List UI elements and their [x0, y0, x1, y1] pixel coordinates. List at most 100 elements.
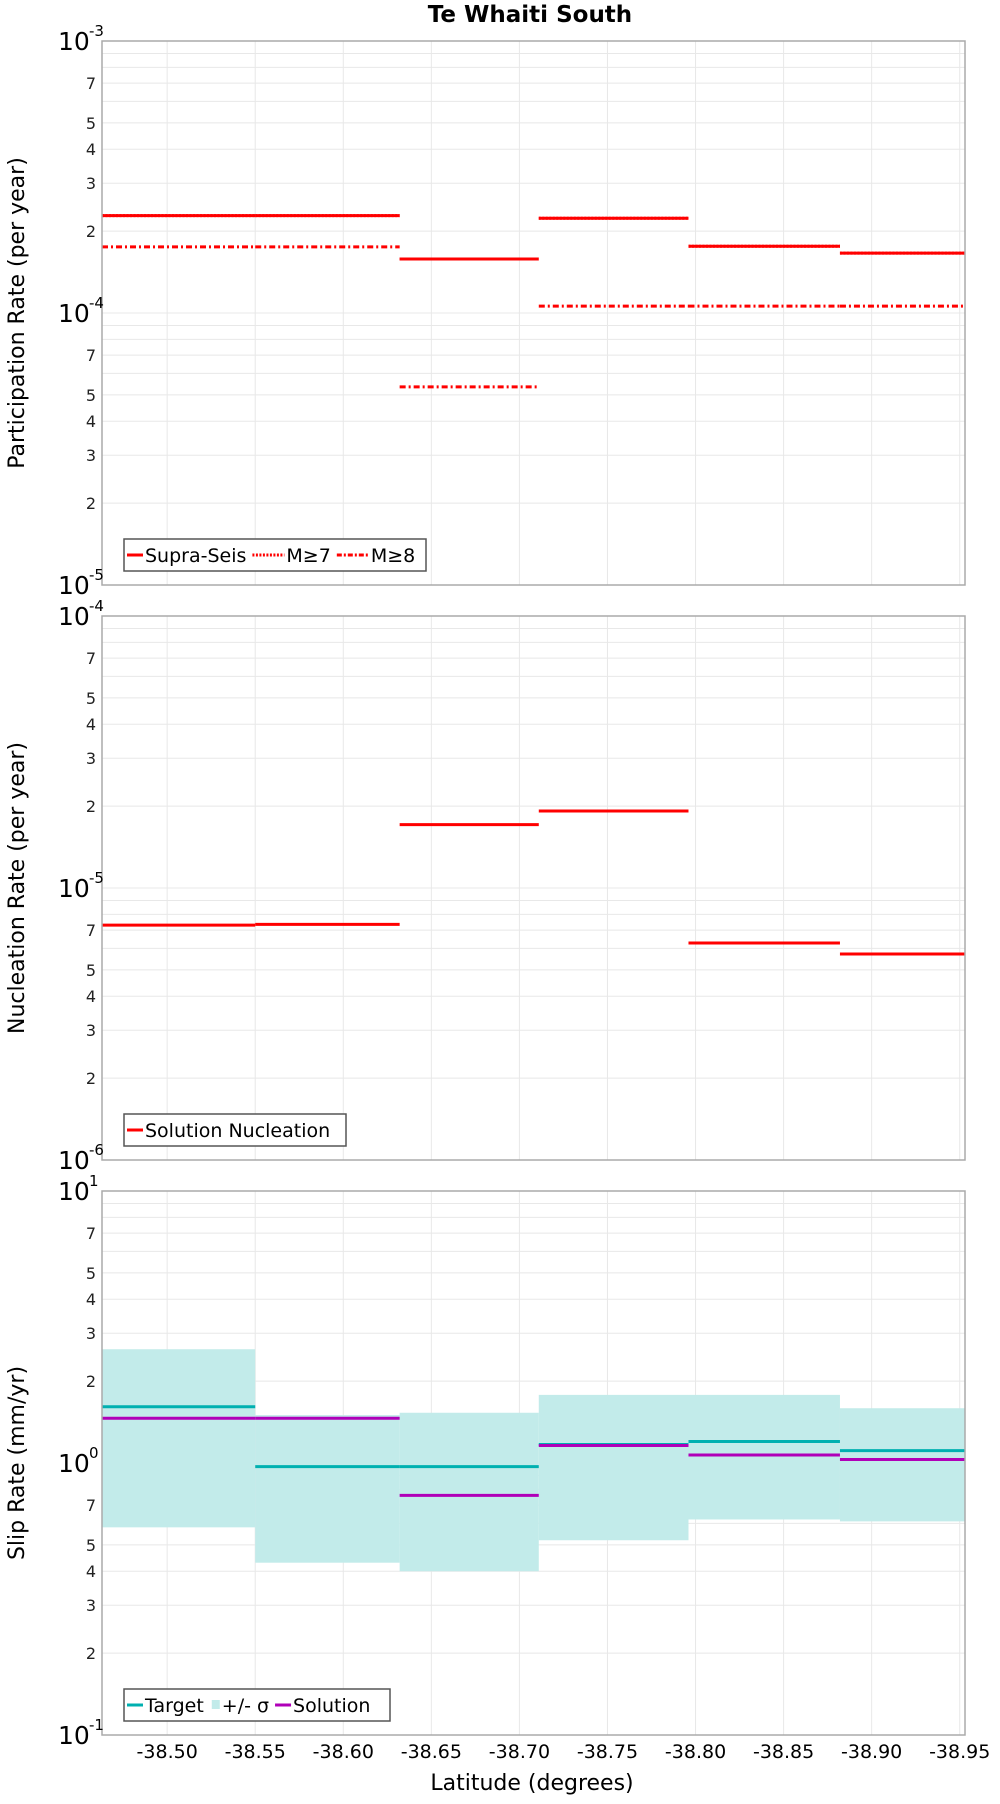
y-tick-label: 3	[86, 174, 96, 193]
y-tick-label: 7	[86, 346, 96, 365]
y-axis-label: Nucleation Rate (per year)	[5, 742, 30, 1034]
y-major-tick-exponent: -5	[89, 869, 104, 887]
y-tick-label: 2	[86, 494, 96, 513]
legend-label: Solution	[293, 1695, 370, 1717]
sigma-band-segment	[102, 1349, 256, 1528]
y-major-tick-exponent: -1	[89, 1716, 104, 1734]
y-tick-label: 5	[86, 114, 96, 133]
x-tick-label: -38.80	[665, 1741, 726, 1763]
y-major-tick-exponent: -3	[89, 22, 104, 40]
sigma-band-segment	[839, 1408, 965, 1522]
x-tick-label: -38.95	[929, 1741, 990, 1763]
y-tick-label: 4	[86, 987, 96, 1006]
y-tick-label: 2	[86, 1644, 96, 1663]
y-tick-label: 7	[86, 921, 96, 940]
y-major-tick-exponent: -6	[89, 1141, 104, 1159]
y-tick-label: 7	[86, 649, 96, 668]
legend-label: M≥7	[286, 545, 330, 567]
plot-frame	[101, 615, 966, 1161]
legend-swatch-band	[211, 1700, 220, 1709]
y-major-tick-label: 10	[58, 1449, 90, 1478]
y-tick-label: 3	[86, 1021, 96, 1040]
series	[102, 214, 965, 389]
x-tick-label: -38.55	[225, 1741, 286, 1763]
y-tick-label: 5	[86, 961, 96, 980]
y-tick-label: 7	[86, 1496, 96, 1515]
y-major-tick-exponent: 1	[89, 1172, 99, 1190]
x-tick-label: -38.70	[489, 1741, 550, 1763]
x-tick-label: -38.65	[401, 1741, 462, 1763]
y-major-tick-label: 10	[58, 602, 90, 631]
legend-label: Supra-Seis	[145, 545, 246, 567]
y-major-tick-exponent: -5	[89, 566, 104, 584]
y-tick-label: 4	[86, 715, 96, 734]
y-major-tick-label: 10	[58, 874, 90, 903]
y-tick-label: 4	[86, 412, 96, 431]
legend-label: M≥8	[371, 545, 415, 567]
y-major-tick-exponent: 0	[89, 1444, 99, 1462]
y-axis-label: Slip Rate (mm/yr)	[5, 1366, 30, 1560]
x-axis: -38.50 -38.55 -38.60 -38.65 -38.70 -38.75 -38.…	[137, 1741, 991, 1763]
series	[102, 1349, 965, 1572]
plot-frame	[101, 40, 966, 586]
y-tick-label: 3	[86, 749, 96, 768]
y-major-tick-exponent: -4	[89, 294, 104, 312]
grid	[102, 616, 965, 1161]
legend-box	[123, 1688, 391, 1722]
y-axis-label: Participation Rate (per year)	[5, 157, 30, 469]
legend: Target +/- σ Solution	[123, 1688, 391, 1722]
sigma-band-segment	[688, 1394, 840, 1520]
y-major-tick-label: 10	[58, 571, 90, 600]
y-major-tick-label: 10	[58, 1721, 90, 1750]
y-tick-label: 3	[86, 446, 96, 465]
x-axis-label: Latitude (degrees)	[430, 1771, 633, 1796]
sigma-band-segment	[538, 1394, 689, 1541]
y-major-tick-label: 10	[58, 1146, 90, 1175]
y-tick-label: 5	[86, 689, 96, 708]
legend-label: Solution Nucleation	[145, 1120, 330, 1142]
y-tick-label: 2	[86, 222, 96, 241]
plot-frame	[101, 1190, 966, 1736]
y-tick-label: 7	[86, 1224, 96, 1243]
x-tick-label: -38.60	[313, 1741, 374, 1763]
chart-title: Te Whaiti South	[428, 2, 632, 28]
x-tick-label: -38.75	[577, 1741, 638, 1763]
y-tick-label: 2	[86, 797, 96, 816]
sigma-band-segment	[399, 1412, 539, 1572]
y-tick-label: 5	[86, 1536, 96, 1555]
y-major-tick-label: 10	[58, 1177, 90, 1206]
y-tick-label: 5	[86, 1264, 96, 1283]
y-tick-label: 3	[86, 1324, 96, 1343]
y-major-tick-exponent: -4	[89, 597, 104, 615]
legend-box	[123, 1113, 347, 1147]
x-tick-label: -38.90	[841, 1741, 902, 1763]
y-tick-label: 4	[86, 1562, 96, 1581]
legend: Solution Nucleation	[123, 1113, 347, 1147]
y-major-tick-label: 10	[58, 299, 90, 328]
series	[102, 809, 965, 956]
y-tick-label: 2	[86, 1069, 96, 1088]
legend-label: +/- σ	[222, 1695, 269, 1717]
y-tick-label: 7	[86, 74, 96, 93]
sigma-band-segment	[255, 1415, 400, 1563]
y-major-tick-label: 10	[58, 27, 90, 56]
y-tick-label: 3	[86, 1596, 96, 1615]
x-tick-label: -38.50	[137, 1741, 198, 1763]
y-tick-label: 5	[86, 386, 96, 405]
y-tick-label: 4	[86, 140, 96, 159]
legend-label: Target	[144, 1695, 204, 1717]
legend: Supra-Seis M≥7 M≥8	[123, 538, 427, 572]
grid	[102, 41, 965, 586]
y-tick-label: 4	[86, 1290, 96, 1309]
x-tick-label: -38.85	[753, 1741, 814, 1763]
y-tick-label: 2	[86, 1372, 96, 1391]
